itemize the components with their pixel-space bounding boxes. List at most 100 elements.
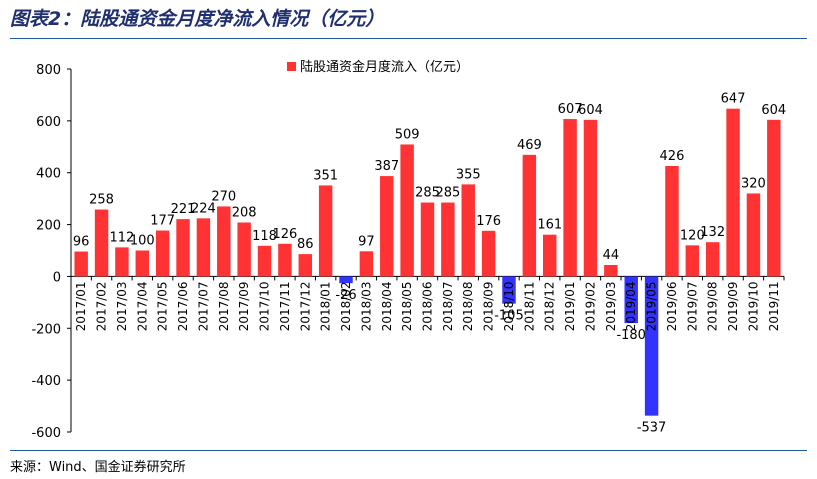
x-tick-label: 2019/03 [604,281,618,331]
y-tick-label: 600 [36,115,61,130]
bar [257,245,272,277]
legend-swatch [287,62,296,71]
x-tick-label: 2018/06 [421,281,435,331]
y-tick-label: 200 [36,219,61,234]
data-label: 258 [89,193,114,208]
bar [155,230,170,277]
data-label: -26 [335,288,356,303]
x-tick-label: 2019/10 [746,281,760,331]
data-label: 96 [73,235,90,250]
x-tick-label: 2018/02 [339,281,353,331]
data-label: 285 [435,186,460,201]
x-tick-label: 2019/02 [583,281,597,331]
x-tick-label: 2019/09 [726,281,740,331]
data-label: 97 [358,234,375,249]
bar [583,119,598,277]
x-tick-label: 2019/04 [624,281,638,331]
bar [94,209,109,277]
x-tick-label: 2017/04 [135,281,149,331]
bar [278,243,292,277]
bar [237,222,251,277]
data-label: 44 [603,248,620,263]
x-tick-label: 2017/12 [298,281,312,331]
data-label: -105 [494,309,524,324]
data-label: 387 [374,159,399,174]
x-tick-label: 2018/07 [441,281,455,331]
x-tick-label: 2017/07 [196,281,210,331]
bar [481,230,496,277]
y-tick-label: -600 [31,426,61,441]
bar [176,219,190,277]
data-label: -180 [616,328,646,343]
bar [644,276,659,416]
data-label: 118 [252,229,277,244]
x-tick-label: 2018/04 [380,281,394,331]
data-label: 351 [313,168,338,183]
data-label: 120 [680,228,705,243]
x-tick-label: 2017/10 [258,281,272,331]
data-label: 221 [171,202,196,217]
x-tick-label: 2018/03 [359,281,373,331]
bar [420,202,435,277]
data-label: 604 [761,103,786,118]
data-label: 320 [741,176,766,191]
data-label: 126 [272,227,297,242]
bar [726,108,740,277]
bar [441,202,455,277]
x-tick-label: 2017/03 [115,281,129,331]
bar [135,250,150,277]
chart-legend: 陆股通资金月度流入（亿元） [287,59,469,75]
y-tick-label: -200 [31,322,61,337]
bar [217,206,231,277]
bar [685,245,700,277]
data-label: 509 [395,127,420,142]
data-label: 604 [578,103,603,118]
x-tick-label: 2019/11 [767,281,781,331]
data-label: 355 [456,167,481,182]
x-tick-label: 2017/08 [217,281,231,331]
bar [196,218,211,277]
x-tick-label: 2018/05 [400,281,414,331]
data-label: 208 [232,205,257,220]
data-label: 112 [110,230,135,245]
bar [604,265,618,277]
bar [461,184,475,277]
bar [563,119,577,277]
x-tick-label: 2018/12 [543,281,557,331]
x-tick-label: 2019/06 [665,281,679,331]
data-label: 647 [721,92,746,107]
data-label: 224 [191,201,216,216]
data-label: 100 [130,234,155,249]
bar [624,276,638,324]
bar [380,176,394,277]
x-tick-label: 2017/11 [278,281,292,331]
x-tick-label: 2019/01 [563,281,577,331]
data-label: 161 [537,218,562,233]
source-note: 来源：Wind、国金证券研究所 [10,460,186,475]
bar [746,193,761,277]
y-tick-label: -400 [31,374,61,389]
data-label: 86 [297,237,314,252]
bar [705,242,720,277]
bar [115,247,129,277]
data-label: 285 [415,186,440,201]
y-tick-label: 0 [53,270,61,285]
x-tick-label: 2019/08 [706,281,720,331]
footer-divider [10,450,807,451]
x-tick-label: 2018/10 [502,281,516,331]
y-tick-label: 400 [36,167,61,182]
x-tick-label: 2017/06 [176,281,190,331]
x-tick-label: 2018/01 [319,281,333,331]
bar [339,276,353,284]
data-label: -537 [637,421,667,436]
x-tick-label: 2018/09 [482,281,496,331]
y-tick-label: 800 [36,63,61,78]
bar [543,234,557,277]
chart-axes: -600 -400 -200 0 200 400 600 800 [31,63,785,441]
x-tick-label: 2019/07 [685,281,699,331]
data-label: 469 [517,138,542,153]
chart-x-tick-labels: 2017/01 2017/02 2017/03 2017/04 2017/05 2017/… [74,281,781,331]
x-tick-label: 2017/02 [95,281,109,331]
data-label: 176 [476,214,501,229]
